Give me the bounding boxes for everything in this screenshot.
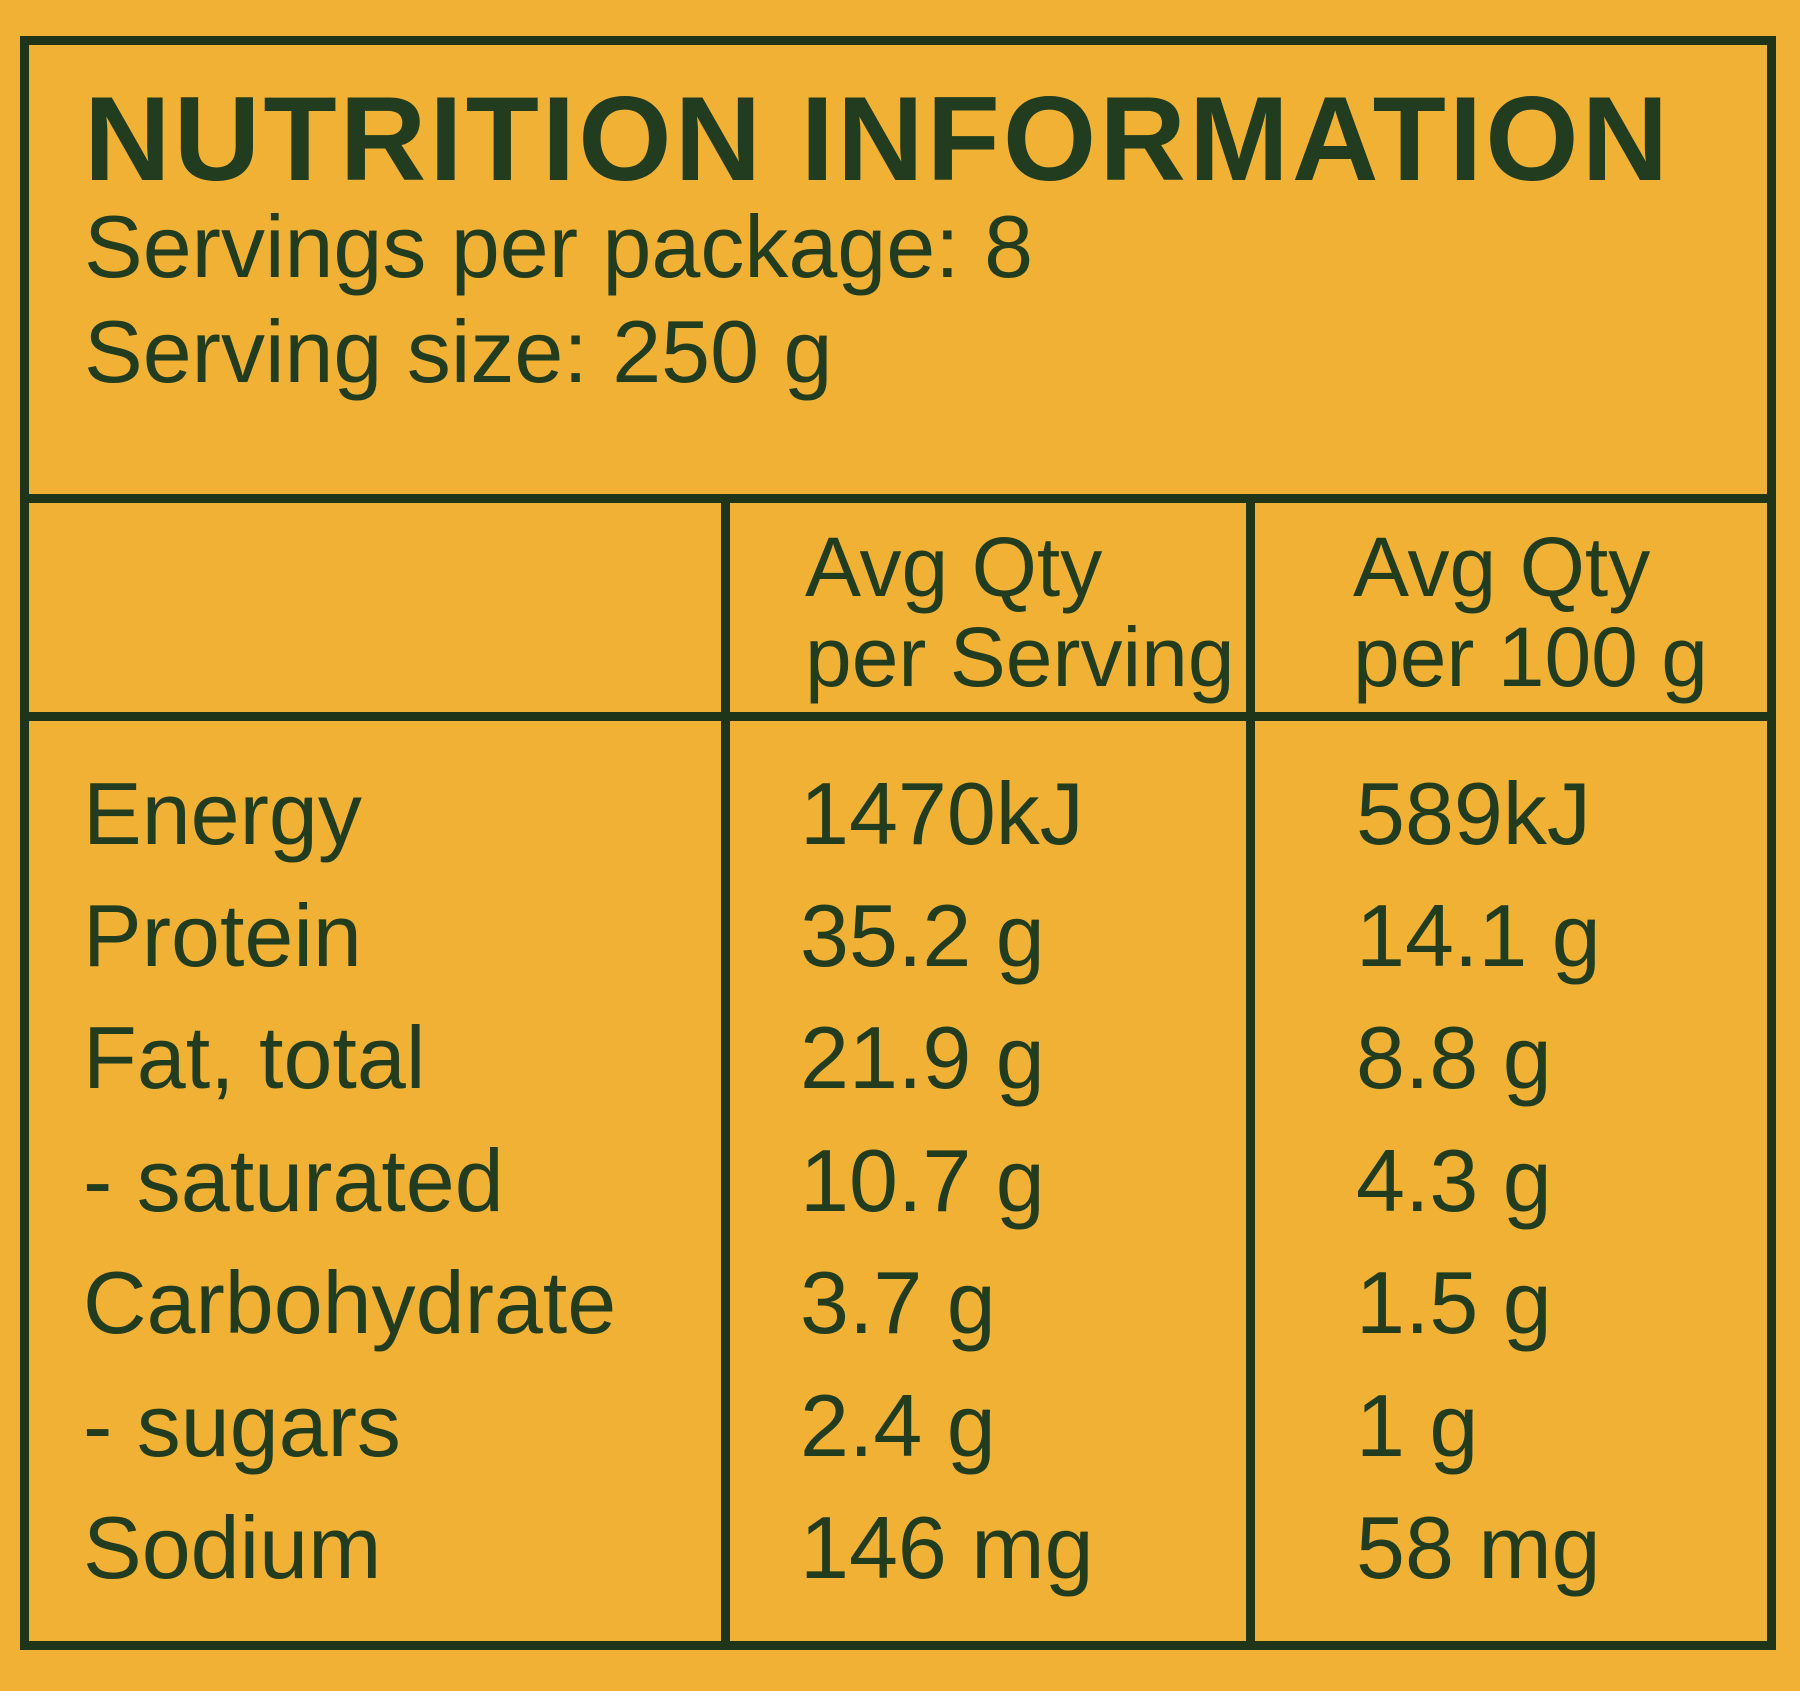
row-per-100g: 589kJ [1356,764,1591,863]
table-row: Carbohydrate 3.7 g 1.5 g [0,1259,1800,1381]
row-per-100g: 14.1 g [1356,886,1601,985]
row-per-serving: 21.9 g [800,1008,1045,1107]
column-header-per-serving: Avg Qty per Serving [805,522,1235,702]
row-label: Fat, total [83,1008,426,1107]
column-header-per-serving-line1: Avg Qty [805,520,1103,614]
row-label: - sugars [83,1376,401,1475]
row-per-100g: 1 g [1356,1376,1479,1475]
table-row: - saturated 10.7 g 4.3 g [0,1137,1800,1259]
row-per-serving: 3.7 g [800,1253,996,1352]
column-header-per-100g-line2: per 100 g [1353,610,1708,704]
row-per-100g: 58 mg [1356,1498,1601,1597]
row-per-100g: 8.8 g [1356,1008,1552,1107]
label-title: NUTRITION INFORMATION [84,72,1672,206]
column-header-per-100g: Avg Qty per 100 g [1353,522,1708,702]
row-per-serving: 146 mg [800,1498,1094,1597]
row-label: Protein [83,886,362,985]
row-label: Carbohydrate [83,1253,617,1352]
table-top-line [29,494,1767,503]
table-row: Protein 35.2 g 14.1 g [0,892,1800,1014]
table-column-divider-2 [1246,494,1255,1641]
row-label: Sodium [83,1498,382,1597]
column-header-per-100g-line1: Avg Qty [1353,520,1651,614]
serving-size-text: Serving size: 250 g [84,302,833,401]
row-per-serving: 2.4 g [800,1376,996,1475]
table-header-separator-line [29,712,1767,721]
row-per-100g: 4.3 g [1356,1131,1552,1230]
row-per-100g: 1.5 g [1356,1253,1552,1352]
row-per-serving: 35.2 g [800,886,1045,985]
table-row: - sugars 2.4 g 1 g [0,1382,1800,1504]
row-label: Energy [83,764,362,863]
table-row: Sodium 146 mg 58 mg [0,1504,1800,1626]
row-per-serving: 1470kJ [800,764,1084,863]
table-row: Energy 1470kJ 589kJ [0,770,1800,892]
column-header-per-serving-line2: per Serving [805,610,1235,704]
row-label: - saturated [83,1131,504,1230]
servings-per-package-text: Servings per package: 8 [84,197,1034,296]
row-per-serving: 10.7 g [800,1131,1045,1230]
label-border [20,36,1776,1650]
table-row: Fat, total 21.9 g 8.8 g [0,1014,1800,1136]
table-column-divider-1 [721,494,730,1641]
